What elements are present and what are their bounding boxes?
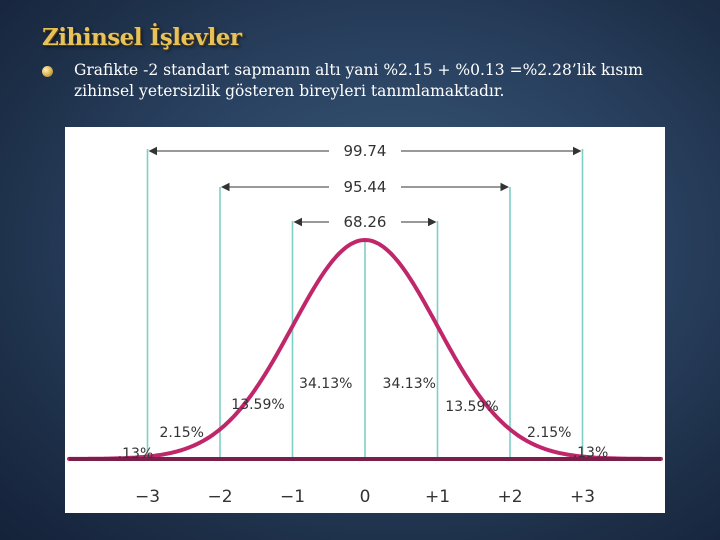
x-tick-label: +1 bbox=[425, 487, 450, 507]
x-tick-label: +3 bbox=[570, 487, 595, 507]
region-percent-label: 34.13% bbox=[383, 376, 436, 392]
region-percent-label: 13.59% bbox=[445, 399, 498, 415]
region-percent-label: .13% bbox=[573, 445, 609, 461]
bullet-text: Grafikte -2 standart sapmanın altı yani … bbox=[74, 61, 643, 100]
region-percent-label: .13% bbox=[118, 446, 154, 462]
region-percent-label: 34.13% bbox=[299, 376, 352, 392]
x-tick-label: +2 bbox=[497, 487, 522, 507]
x-tick-label: −2 bbox=[207, 487, 232, 507]
region-percent-label: 2.15% bbox=[527, 425, 571, 441]
range-label: 99.74 bbox=[344, 142, 387, 160]
x-tick-label: −1 bbox=[280, 487, 305, 507]
x-tick-label: 0 bbox=[360, 487, 371, 507]
region-percent-label: 2.15% bbox=[160, 425, 204, 441]
bell-curve bbox=[67, 237, 663, 461]
bullet-icon bbox=[42, 66, 53, 77]
x-tick-label: −3 bbox=[135, 487, 160, 507]
slide-title: Zihinsel İşlevler bbox=[42, 24, 242, 51]
range-label: 68.26 bbox=[344, 213, 387, 231]
region-percent-label: 13.59% bbox=[231, 397, 284, 413]
range-label: 95.44 bbox=[344, 178, 387, 196]
normal-distribution-chart: 99.74 95.44 68.26.13% 2.15% 13.59% 34.13% 34.1… bbox=[65, 127, 665, 513]
